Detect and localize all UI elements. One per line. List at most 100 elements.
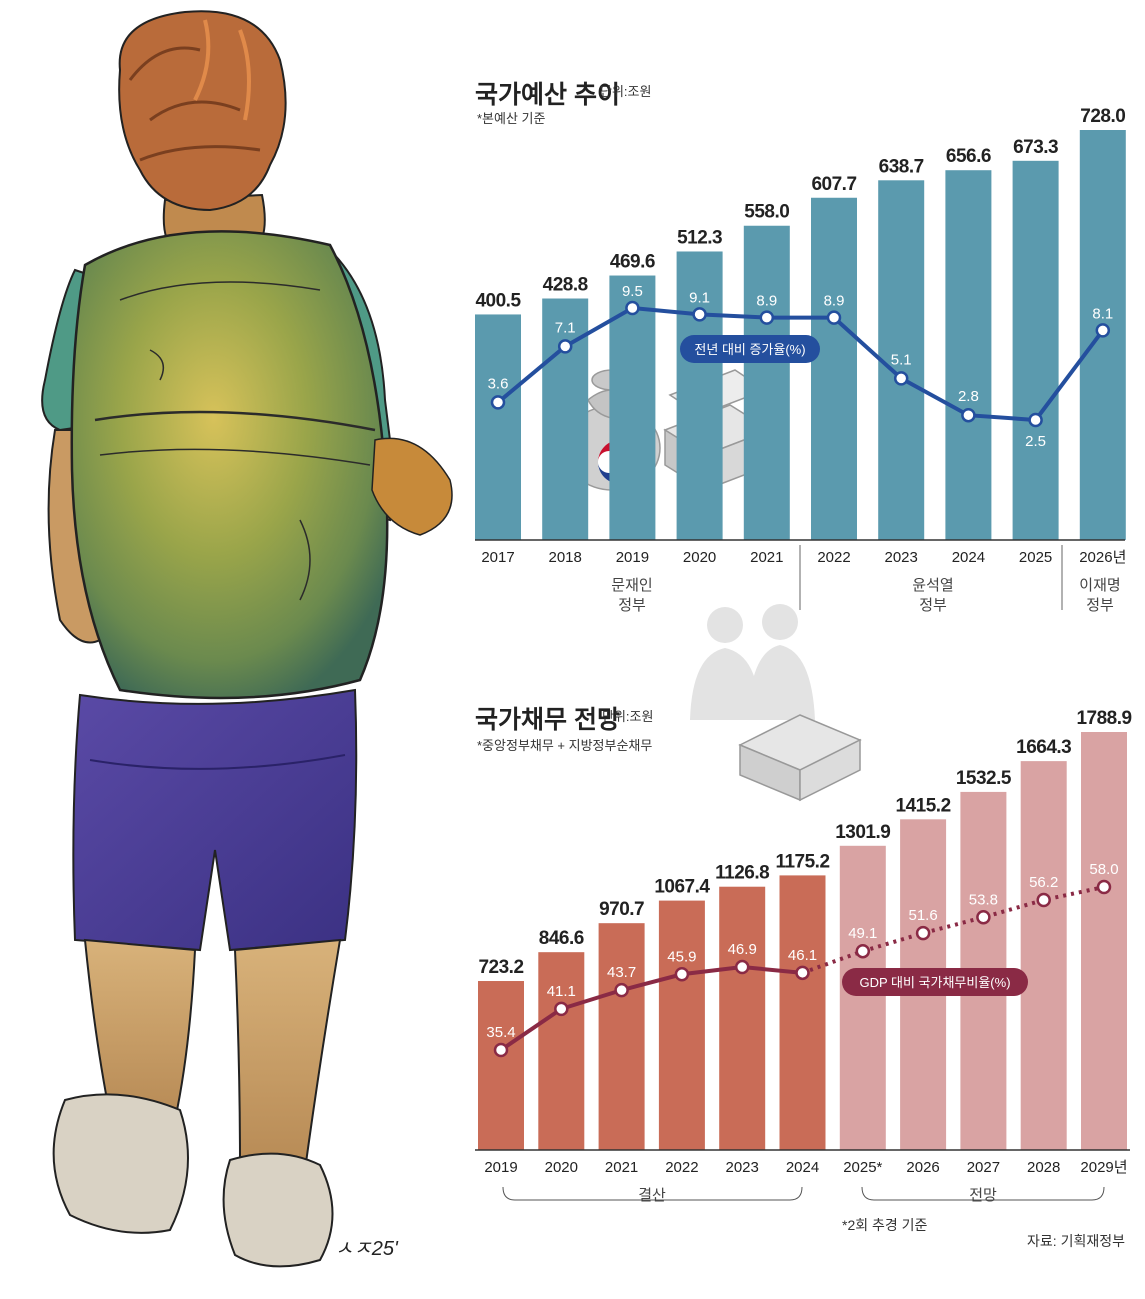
debt-ratio-point [493,1042,509,1058]
debt-value-label: 1301.9 [835,822,890,843]
budget-legend-label: 전년 대비 증가율(%) [694,342,805,357]
budget-chart-title: 국가예산 추이 [475,81,620,109]
debt-ratio-label: 46.9 [728,941,757,958]
debt-bar-2019 [478,981,524,1150]
budget-value-label: 656.6 [946,146,991,167]
budget-legend-pill [680,335,820,363]
budget-growth-line: 3.6 7.1 9.5 9.1 8.9 8.9 5.1 2.8 2.5 8.1 [488,283,1114,450]
debt-year-label: 2025* [843,1159,882,1176]
debt-year-label: 2019 [484,1159,517,1176]
budget-growth-label: 7.1 [555,319,576,336]
budget-x-tick-labels: 2017 2018 2019 2020 2021 2022 2023 2024 2025 2026… [481,549,1126,566]
budget-year-label: 2025 [1019,549,1052,566]
actual-bracket [502,1186,803,1201]
debt-ratio-label: 58.0 [1089,861,1118,878]
budget-growth-point [961,407,976,423]
budget-growth-point [826,310,842,325]
debt-ratio-label: 43.7 [607,964,636,981]
debt-ratio-label: 53.8 [969,891,998,908]
forecast-bracket [861,1186,1105,1201]
budget-growth-label: 5.1 [891,351,912,368]
budget-growth-label: 3.6 [488,375,509,392]
debt-value-label: 970.7 [599,899,644,920]
budget-bar-2024 [945,170,992,540]
debt-ratio-point [734,959,750,975]
debt-x-tick-labels: 2019 2020 2021 2022 2023 2024 2025* 2026 2027 202… [484,1159,1127,1176]
budget-value-label: 558.0 [744,202,789,223]
budget-year-label: 2021 [750,549,783,566]
debt-bar-2020 [538,952,585,1150]
budget-growth-label: 9.5 [622,283,643,300]
debt-ratio-label: 51.6 [908,907,937,924]
budget-chart-note: *본예산 기준 [477,111,546,126]
budget-value-label: 400.5 [475,290,521,311]
student-backpack-illustration: ㅅㅈ25' [41,10,453,1268]
debt-footnote: *2회 추경 기준 [842,1217,928,1233]
budget-chart-unit: 단위:조원 [600,84,651,99]
group-lee-line1: 이재명 [1079,577,1120,594]
debt-value-label: 1532.5 [956,768,1012,789]
budget-bar-2017 [475,314,521,540]
budget-bar-2023 [878,180,925,540]
debt-ratio-point [855,943,871,959]
budget-growth-point [1028,412,1043,428]
budget-bar-2019 [609,275,656,540]
debt-bar-2025* [839,845,886,1150]
budget-growth-label: 8.1 [1092,305,1113,322]
debt-bar-2023 [719,886,766,1150]
budget-growth-point [557,339,573,354]
debt-ratio-point [795,965,810,981]
debt-bar-2021 [598,923,645,1150]
budget-growth-point [1095,323,1111,338]
debt-year-label: 2021 [605,1159,638,1176]
budget-growth-label: 8.9 [756,293,777,310]
budget-value-label: 607.7 [811,174,856,195]
budget-value-label: 512.3 [677,227,722,248]
debt-ratio-label: 45.9 [667,948,696,965]
debt-ratio-point [915,925,931,941]
debt-bar-2029년 [1081,732,1127,1150]
debt-ratio-label: 49.1 [848,925,877,942]
group-yoon-line2: 정부 [919,597,947,614]
debt-value-label: 1788.9 [1076,708,1131,729]
debt-value-label: 1415.2 [896,795,951,816]
budget-bars: 400.5 428.8 469.6 512.3 558.0 607.7 638.7 656.6… [475,106,1126,540]
artist-signature: ㅅㅈ25' [335,1238,399,1260]
debt-ratio-point [554,1001,569,1017]
debt-ratio-point [976,910,991,925]
debt-year-label: 2023 [726,1159,759,1176]
debt-bar-2028 [1020,761,1067,1150]
debt-bar-2024 [779,875,826,1150]
budget-year-label: 2018 [549,549,582,566]
banknote-bundle-icon [738,714,862,802]
budget-bar-2021 [743,225,790,540]
debt-value-label: 723.2 [478,957,523,978]
group-moon-line2: 정부 [618,597,646,614]
debt-chart-unit: 단위:조원 [602,709,653,724]
budget-year-label: 2024 [952,549,985,566]
debt-value-label: 846.6 [539,928,584,949]
budget-growth-label: 9.1 [689,289,710,306]
debt-year-label: 2026 [906,1159,939,1176]
budget-bar-2022 [811,197,857,540]
budget-growth-point [759,310,775,325]
debt-ratio-point [614,982,629,998]
budget-growth-label: 8.9 [824,293,845,310]
debt-ratio-point [1096,879,1112,895]
debt-value-label: 1067.4 [654,877,710,898]
debt-year-label: 2028 [1027,1159,1060,1176]
budget-year-label: 2017 [481,549,514,566]
budget-growth-point [490,395,506,410]
debt-year-label: 2024 [786,1159,819,1176]
debt-ratio-line: 35.4 41.1 43.7 45.9 46.9 46.1 49.1 51.6 53.8 56.2… [486,861,1119,1058]
debt-ratio-label: 46.1 [788,947,817,964]
debt-ratio-label: 41.1 [547,983,576,1000]
budget-value-label: 728.0 [1080,106,1125,127]
budget-value-label: 469.6 [610,252,655,273]
budget-growth-polyline [496,305,1105,423]
debt-year-label: 2029년 [1080,1159,1127,1176]
budget-growth-point [625,300,640,316]
debt-bar-2022 [658,900,705,1150]
group-lee-line2: 정부 [1086,597,1114,614]
